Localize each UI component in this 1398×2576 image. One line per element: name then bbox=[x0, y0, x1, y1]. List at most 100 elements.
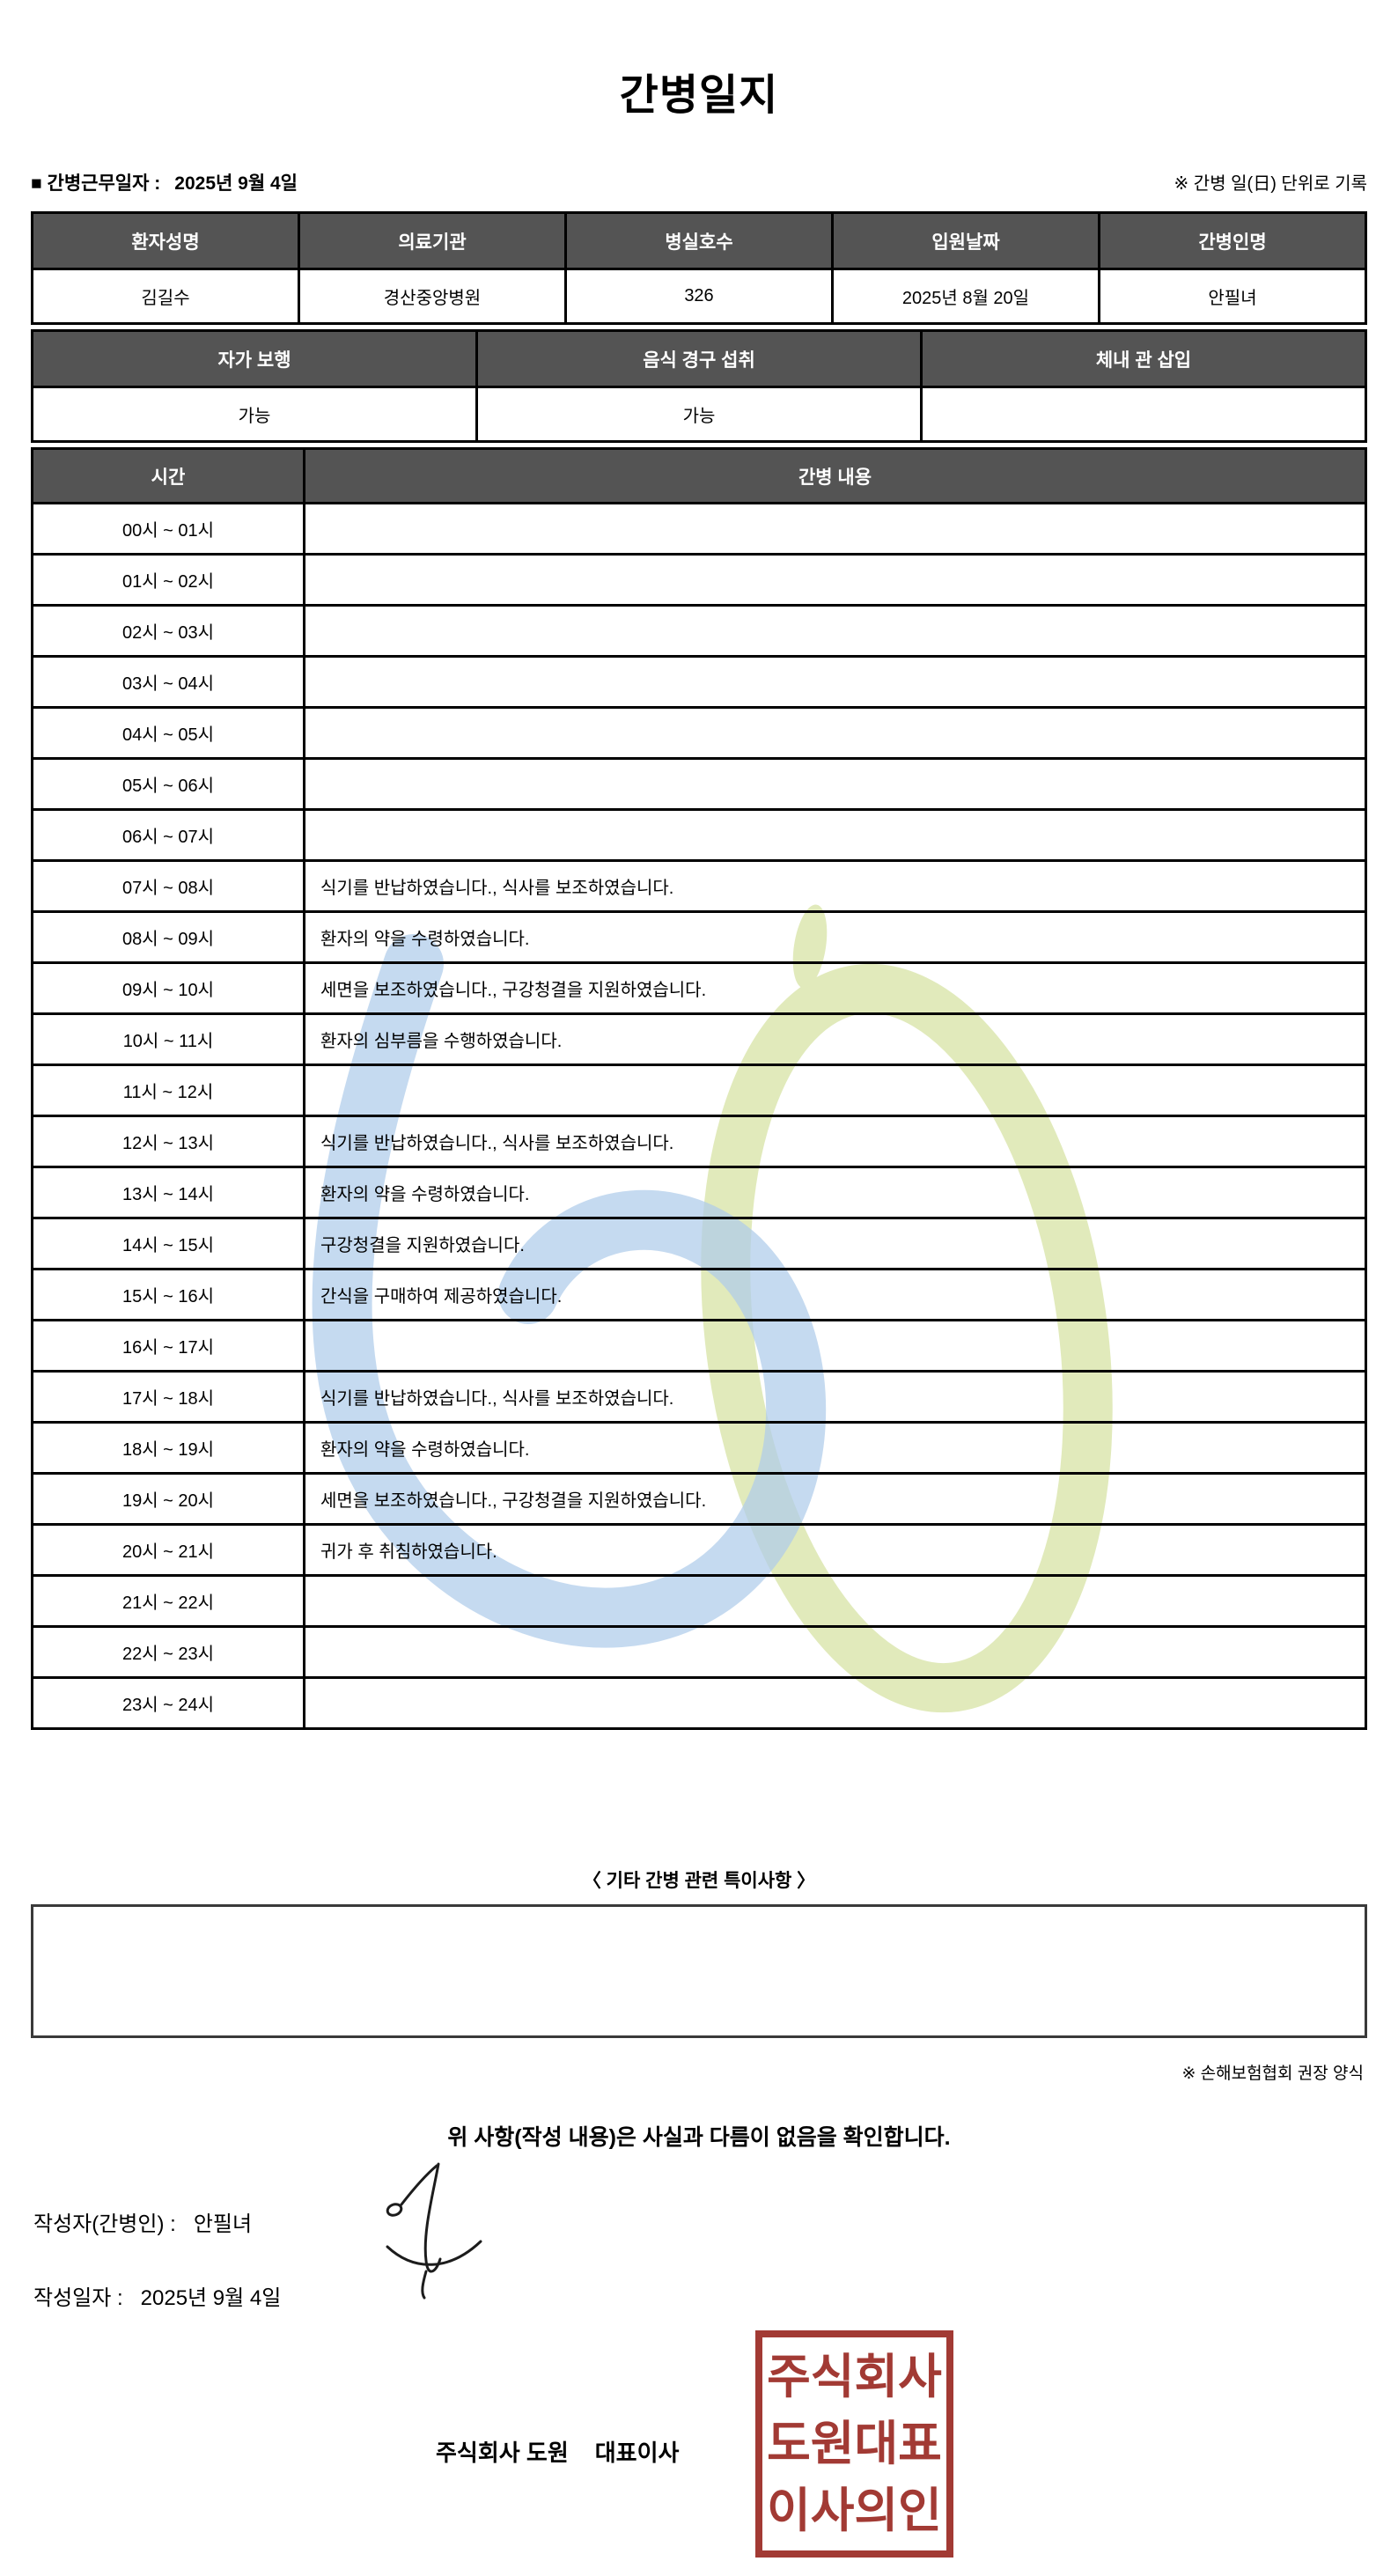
care-row: 21시 ~ 22시 bbox=[31, 1574, 1367, 1628]
col-header-oral-intake: 음식 경구 섭취 bbox=[475, 329, 923, 388]
time-cell: 13시 ~ 14시 bbox=[31, 1166, 305, 1219]
page-title: 간병일지 bbox=[619, 72, 779, 119]
care-row: 06시 ~ 07시 bbox=[31, 808, 1367, 862]
admission-date-cell: 2025년 8월 20일 bbox=[831, 268, 1100, 325]
work-date-value: 2025년 9월 4일 bbox=[174, 173, 298, 194]
oral-intake-cell: 가능 bbox=[475, 386, 923, 443]
patient-info-table: 환자성명 의료기관 병실호수 입원날짜 간병인명 김길수 경산중앙병원 326 … bbox=[31, 211, 1367, 325]
time-cell: 05시 ~ 06시 bbox=[31, 757, 305, 811]
care-row: 03시 ~ 04시 bbox=[31, 655, 1367, 709]
write-date-label: 작성일자 : bbox=[33, 2286, 123, 2310]
care-content-cell bbox=[303, 604, 1367, 658]
care-row: 11시 ~ 12시 bbox=[31, 1064, 1367, 1117]
care-content-cell: 귀가 후 취침하였습니다. bbox=[303, 1523, 1367, 1577]
care-row: 12시 ~ 13시 식기를 반납하였습니다., 식사를 보조하였습니다. bbox=[31, 1115, 1367, 1168]
time-cell: 17시 ~ 18시 bbox=[31, 1370, 305, 1424]
confirmation-statement: 위 사항(작성 내용)은 사실과 다름이 없음을 확인합니다. bbox=[447, 2125, 951, 2150]
care-content-cell: 식기를 반납하였습니다., 식사를 보조하였습니다. bbox=[303, 859, 1367, 913]
care-content-cell bbox=[303, 1676, 1367, 1730]
special-notes-heading: 〈 기타 간병 관련 특이사항 〉 bbox=[582, 1871, 816, 1891]
care-content-cell: 환자의 심부름을 수행하였습니다. bbox=[303, 1012, 1367, 1066]
corporate-seal-stamp: 주식회사 도원대표 이사의인 bbox=[755, 2330, 953, 2558]
time-cell: 11시 ~ 12시 bbox=[31, 1064, 305, 1117]
patient-name-cell: 김길수 bbox=[31, 268, 300, 325]
work-date-label: ■ 간병근무일자 : bbox=[31, 173, 161, 194]
care-row: 19시 ~ 20시 세면을 보조하였습니다., 구강청결을 지원하였습니다. bbox=[31, 1472, 1367, 1526]
ceo-title: 대표이사 bbox=[594, 2440, 680, 2466]
unit-note: ※ 간병 일(日) 단위로 기록 bbox=[1174, 174, 1367, 194]
care-row: 02시 ~ 03시 bbox=[31, 604, 1367, 658]
care-content-cell: 구강청결을 지원하였습니다. bbox=[303, 1217, 1367, 1270]
care-row: 13시 ~ 14시 환자의 약을 수령하였습니다. bbox=[31, 1166, 1367, 1219]
condition-value-row: 가능 가능 bbox=[31, 386, 1367, 443]
care-content-cell: 세면을 보조하였습니다., 구강청결을 지원하였습니다. bbox=[303, 961, 1367, 1015]
condition-header-row: 자가 보행 음식 경구 섭취 체내 관 삽입 bbox=[31, 329, 1367, 388]
signature-scribble bbox=[386, 2162, 482, 2300]
care-content-cell bbox=[303, 706, 1367, 760]
care-row: 23시 ~ 24시 bbox=[31, 1676, 1367, 1730]
col-header-admission-date: 입원날짜 bbox=[831, 211, 1100, 270]
self-walking-cell: 가능 bbox=[31, 386, 478, 443]
care-content-cell bbox=[303, 1625, 1367, 1679]
time-cell: 06시 ~ 07시 bbox=[31, 808, 305, 862]
write-date-line: 작성일자 : 2025년 9월 4일 bbox=[33, 2280, 281, 2311]
time-cell: 23시 ~ 24시 bbox=[31, 1676, 305, 1730]
time-cell: 04시 ~ 05시 bbox=[31, 706, 305, 760]
patient-header-row: 환자성명 의료기관 병실호수 입원날짜 간병인명 bbox=[31, 211, 1367, 270]
time-cell: 16시 ~ 17시 bbox=[31, 1319, 305, 1373]
care-row: 05시 ~ 06시 bbox=[31, 757, 1367, 811]
care-content-cell bbox=[303, 1319, 1367, 1373]
writer-label: 작성자(간병인) : bbox=[33, 2212, 176, 2236]
care-content-cell: 환자의 약을 수령하였습니다. bbox=[303, 1166, 1367, 1219]
care-row: 04시 ~ 05시 bbox=[31, 706, 1367, 760]
care-content-cell bbox=[303, 502, 1367, 556]
col-header-hospital: 의료기관 bbox=[298, 211, 567, 270]
care-log-table: 시간 간병 내용 00시 ~ 01시 01시 ~ 02시 02시 ~ 03시 03시 … bbox=[31, 447, 1367, 1730]
care-row: 22시 ~ 23시 bbox=[31, 1625, 1367, 1679]
col-header-care-content: 간병 내용 bbox=[303, 447, 1367, 504]
time-cell: 22시 ~ 23시 bbox=[31, 1625, 305, 1679]
time-cell: 01시 ~ 02시 bbox=[31, 553, 305, 607]
stamp-line-2: 도원대표 bbox=[767, 2418, 942, 2470]
time-cell: 07시 ~ 08시 bbox=[31, 859, 305, 913]
care-row: 08시 ~ 09시 환자의 약을 수령하였습니다. bbox=[31, 910, 1367, 964]
care-content-cell: 간식을 구매하여 제공하였습니다. bbox=[303, 1268, 1367, 1321]
care-row: 09시 ~ 10시 세면을 보조하였습니다., 구강청결을 지원하였습니다. bbox=[31, 961, 1367, 1015]
time-cell: 18시 ~ 19시 bbox=[31, 1421, 305, 1475]
time-cell: 08시 ~ 09시 bbox=[31, 910, 305, 964]
stamp-line-3: 이사의인 bbox=[767, 2484, 942, 2537]
time-cell: 15시 ~ 16시 bbox=[31, 1268, 305, 1321]
room-number-cell: 326 bbox=[564, 268, 834, 325]
care-row: 10시 ~ 11시 환자의 심부름을 수행하였습니다. bbox=[31, 1012, 1367, 1066]
care-row: 18시 ~ 19시 환자의 약을 수령하였습니다. bbox=[31, 1421, 1367, 1475]
company-name: 주식회사 도원 bbox=[436, 2440, 569, 2466]
condition-table: 자가 보행 음식 경구 섭취 체내 관 삽입 가능 가능 bbox=[31, 329, 1367, 443]
special-notes-box bbox=[31, 1904, 1367, 2038]
time-cell: 20시 ~ 21시 bbox=[31, 1523, 305, 1577]
time-cell: 09시 ~ 10시 bbox=[31, 961, 305, 1015]
care-content-cell: 식기를 반납하였습니다., 식사를 보조하였습니다. bbox=[303, 1370, 1367, 1424]
meta-row: ■ 간병근무일자 : 2025년 9월 4일 ※ 간병 일(日) 단위로 기록 bbox=[31, 169, 1367, 195]
care-content-cell: 환자의 약을 수령하였습니다. bbox=[303, 1421, 1367, 1475]
care-content-cell bbox=[303, 757, 1367, 811]
care-row: 07시 ~ 08시 식기를 반납하였습니다., 식사를 보조하였습니다. bbox=[31, 859, 1367, 913]
care-content-cell bbox=[303, 1064, 1367, 1117]
care-row: 16시 ~ 17시 bbox=[31, 1319, 1367, 1373]
writer-line: 작성자(간병인) : 안필녀 bbox=[33, 2206, 252, 2237]
company-line: 주식회사 도원 대표이사 bbox=[436, 2435, 679, 2468]
time-cell: 19시 ~ 20시 bbox=[31, 1472, 305, 1526]
time-cell: 00시 ~ 01시 bbox=[31, 502, 305, 556]
col-header-time: 시간 bbox=[31, 447, 305, 504]
care-row: 00시 ~ 01시 bbox=[31, 502, 1367, 556]
care-row: 01시 ~ 02시 bbox=[31, 553, 1367, 607]
time-cell: 12시 ~ 13시 bbox=[31, 1115, 305, 1168]
care-content-cell: 식기를 반납하였습니다., 식사를 보조하였습니다. bbox=[303, 1115, 1367, 1168]
care-row: 14시 ~ 15시 구강청결을 지원하였습니다. bbox=[31, 1217, 1367, 1270]
time-cell: 14시 ~ 15시 bbox=[31, 1217, 305, 1270]
hospital-cell: 경산중앙병원 bbox=[298, 268, 567, 325]
care-content-cell: 환자의 약을 수령하였습니다. bbox=[303, 910, 1367, 964]
time-cell: 03시 ~ 04시 bbox=[31, 655, 305, 709]
tube-insertion-cell bbox=[920, 386, 1367, 443]
writer-name: 안필녀 bbox=[193, 2212, 253, 2236]
